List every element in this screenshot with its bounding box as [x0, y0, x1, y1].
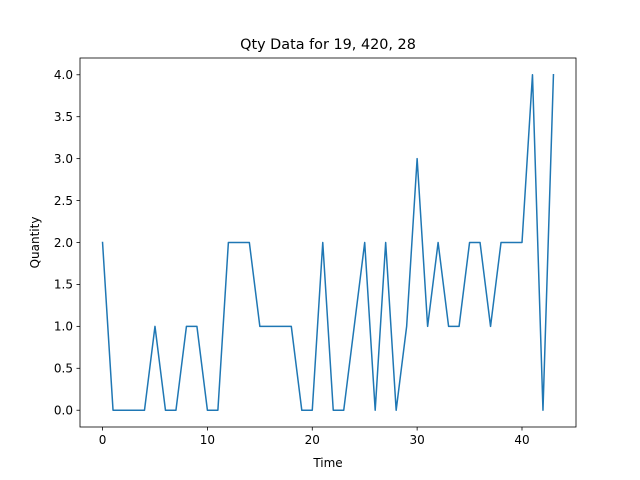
- axes-frame: [79, 57, 577, 428]
- y-tick-label: 2.5: [54, 194, 73, 208]
- y-tick-label: 0.0: [54, 404, 73, 418]
- y-tick-label: 1.5: [54, 278, 73, 292]
- x-axis-label: Time: [312, 456, 342, 470]
- x-tick-label: 20: [305, 433, 320, 447]
- y-tick-label: 3.5: [54, 110, 73, 124]
- chart-title: Qty Data for 19, 420, 28: [240, 37, 416, 53]
- plot-area: 0 10 20 30 40 0.0 0.5 1.0 1.5 2.0 2.5 3.0 3.5 4.0: [54, 57, 577, 447]
- y-axis-label: Quantity: [28, 217, 42, 269]
- y-tick-label: 0.5: [54, 362, 73, 376]
- y-tick-label: 4.0: [54, 68, 73, 82]
- y-tick-label: 2.0: [54, 236, 73, 250]
- x-tick-label: 30: [409, 433, 424, 447]
- x-tick-label: 40: [514, 433, 529, 447]
- y-tick-label: 3.0: [54, 152, 73, 166]
- y-tick-label: 1.0: [54, 320, 73, 334]
- x-tick-label: 0: [99, 433, 107, 447]
- x-tick-label: 10: [200, 433, 215, 447]
- series-line-0: [101, 73, 555, 411]
